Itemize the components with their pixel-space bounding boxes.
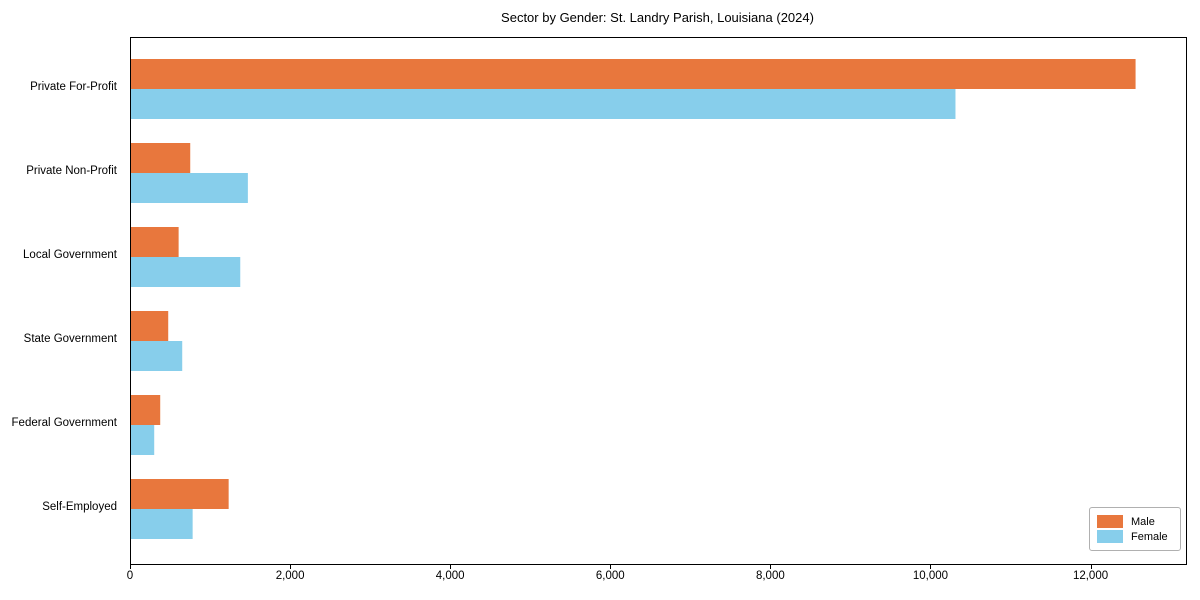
legend-item-male: Male xyxy=(1097,515,1172,528)
y-label-federal-government: Federal Government xyxy=(11,417,117,429)
bar-female-self-employed xyxy=(131,509,193,539)
x-tick-label-12-000: 12,000 xyxy=(1072,570,1109,582)
legend-label-female: Female xyxy=(1131,530,1168,543)
bar-female-state-government xyxy=(131,341,183,371)
bar-male-private-for-profit xyxy=(131,59,1136,89)
bar-male-self-employed xyxy=(131,479,229,509)
y-label-self-employed: Self-Employed xyxy=(42,501,117,513)
x-tick-label-8-000: 8,000 xyxy=(755,570,785,582)
bars-canvas xyxy=(131,59,1136,539)
y-axis-labels: Private For-Profit Private Non-Profit Loca… xyxy=(0,37,124,563)
x-tick-label-2-000: 2,000 xyxy=(275,570,305,582)
bar-female-private-for-profit xyxy=(131,89,956,119)
bar-female-private-non-profit xyxy=(131,173,248,203)
y-label-state-government: State Government xyxy=(23,333,117,345)
legend-swatch-male xyxy=(1097,515,1123,528)
legend-item-female: Female xyxy=(1097,530,1172,543)
legend-swatch-female xyxy=(1097,530,1123,543)
bar-male-federal-government xyxy=(131,395,161,425)
bar-female-local-government xyxy=(131,257,241,287)
x-tick-label-4-000: 4,000 xyxy=(435,570,465,582)
bar-male-local-government xyxy=(131,227,179,257)
bar-male-state-government xyxy=(131,311,169,341)
y-label-local-government: Local Government xyxy=(23,249,117,261)
y-label-private-for-profit: Private For-Profit xyxy=(30,81,117,93)
legend-label-male: Male xyxy=(1131,515,1155,528)
y-label-private-non-profit: Private Non-Profit xyxy=(26,165,117,177)
x-tick-label-10-000: 10,000 xyxy=(912,570,949,582)
legend: Male Female xyxy=(1089,507,1181,551)
bar-male-private-non-profit xyxy=(131,143,191,173)
x-tick-label-6-000: 6,000 xyxy=(595,570,625,582)
x-tick-label-0: 0 xyxy=(126,570,134,582)
plot-area xyxy=(130,37,1187,565)
bar-female-federal-government xyxy=(131,425,155,455)
chart-title: Sector by Gender: St. Landry Parish, Lou… xyxy=(501,10,814,25)
